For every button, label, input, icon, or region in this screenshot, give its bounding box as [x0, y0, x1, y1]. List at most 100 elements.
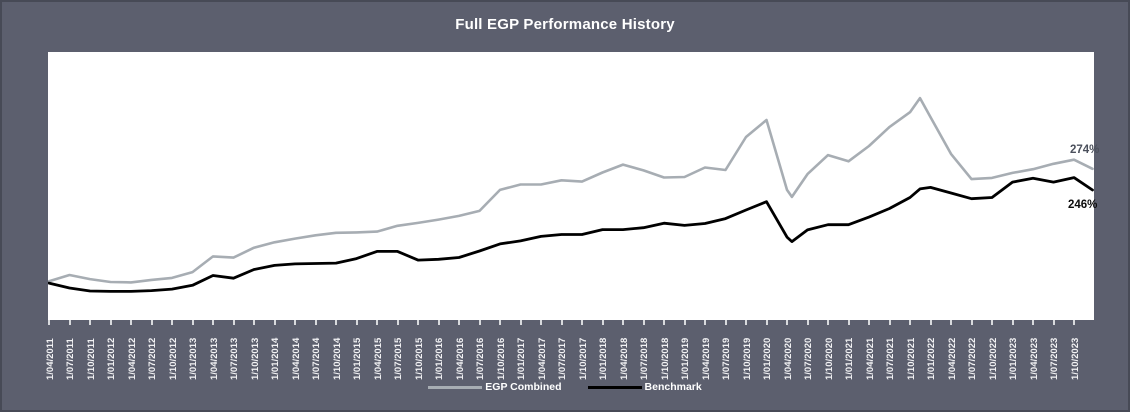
x-tick — [478, 320, 481, 325]
benchmark-line — [48, 176, 1094, 293]
x-tick-label: 1/04/2015 — [372, 337, 384, 380]
x-tick — [540, 320, 542, 325]
x-tick — [704, 320, 706, 325]
x-tick-label: 1/10/2023 — [1069, 337, 1081, 380]
x-tick — [458, 320, 460, 325]
x-tick-label: 1/01/2018 — [598, 337, 609, 380]
x-tick-label: 1/01/2017 — [516, 337, 527, 380]
x-tick — [335, 320, 337, 325]
x-tick — [806, 320, 809, 325]
x-tick-label: 1/01/2021 — [844, 337, 855, 380]
x-tick — [560, 320, 563, 325]
x-tick-label: 1/10/2018 — [659, 337, 671, 380]
x-tick-label: 1/10/2021 — [905, 337, 917, 380]
x-tick-label: 1/07/2017 — [557, 337, 568, 380]
x-tick-label: 1/07/2019 — [721, 337, 732, 380]
x-tick — [1073, 320, 1075, 325]
x-tick — [724, 320, 727, 325]
x-tick-label: 1/10/2012 — [167, 337, 179, 380]
x-tick — [68, 320, 71, 325]
x-tick-label: 1/07/2016 — [475, 337, 486, 380]
x-tick — [171, 320, 173, 325]
x-tick — [991, 320, 993, 325]
x-tick-label: 1/10/2019 — [741, 337, 753, 380]
x-tick-label: 1/07/2022 — [967, 337, 978, 380]
benchmark-swatch — [587, 385, 642, 389]
x-tick — [909, 320, 911, 325]
x-tick-label: 1/10/2013 — [249, 337, 261, 380]
x-tick-label: 1/07/2013 — [229, 337, 240, 380]
x-tick-label: 1/07/2011 — [65, 338, 76, 380]
x-tick-label: 1/04/2019 — [700, 337, 712, 380]
x-tick — [499, 320, 501, 325]
x-tick-label: 1/04/2013 — [208, 337, 220, 380]
x-tick-label: 1/10/2022 — [987, 337, 999, 380]
legend-label-egp-combined: EGP Combined — [485, 381, 562, 393]
x-tick-label: 1/04/2023 — [1028, 337, 1040, 380]
legend-label-benchmark: Benchmark — [644, 381, 702, 393]
x-tick-label: 1/10/2017 — [577, 337, 589, 380]
x-tick-label: 1/04/2014 — [290, 337, 302, 380]
x-tick — [396, 320, 399, 325]
x-tick-label: 1/07/2014 — [311, 337, 322, 380]
egp-combined-end-label: 274% — [1070, 144, 1100, 156]
x-tick-label: 1/07/2020 — [803, 337, 814, 380]
x-tick-label: 1/04/2021 — [864, 337, 876, 380]
x-tick — [827, 320, 829, 325]
x-tick-label: 1/01/2012 — [106, 337, 117, 380]
x-tick-label: 1/10/2016 — [495, 337, 507, 380]
x-tick-label: 1/07/2015 — [393, 337, 404, 380]
x-tick — [109, 320, 112, 325]
x-tick — [191, 320, 194, 325]
x-tick-label: 1/07/2021 — [885, 337, 896, 380]
x-tick-label: 1/04/2011 — [44, 338, 56, 380]
x-tick — [929, 320, 932, 325]
x-tick — [888, 320, 891, 325]
x-tick — [253, 320, 255, 325]
x-tick-label: 1/04/2022 — [946, 337, 958, 380]
x-tick-label: 1/10/2011 — [85, 338, 97, 380]
chart-title: Full EGP Performance History — [455, 16, 675, 33]
egp-combined-swatch — [428, 385, 483, 389]
x-tick — [150, 320, 153, 325]
x-tick — [622, 320, 624, 325]
legend: EGP Combined Benchmark — [2, 381, 1128, 393]
x-tick-label: 1/07/2023 — [1049, 337, 1060, 380]
x-tick — [212, 320, 214, 325]
x-tick — [601, 320, 604, 325]
x-tick — [642, 320, 645, 325]
x-tick-label: 1/01/2016 — [434, 337, 445, 380]
x-tick-label: 1/01/2023 — [1008, 337, 1019, 380]
x-tick-label: 1/04/2016 — [454, 337, 466, 380]
series-svg — [48, 96, 1094, 293]
x-tick-label: 1/10/2020 — [823, 337, 835, 380]
x-tick-label: 1/01/2015 — [352, 337, 363, 380]
x-tick — [519, 320, 522, 325]
x-tick — [765, 320, 768, 325]
x-tick — [1032, 320, 1034, 325]
x-tick-label: 1/01/2019 — [680, 337, 691, 380]
x-tick — [355, 320, 358, 325]
x-tick — [786, 320, 788, 325]
x-tick — [868, 320, 870, 325]
x-tick — [437, 320, 440, 325]
x-tick — [417, 320, 419, 325]
x-tick-label: 1/10/2015 — [413, 337, 425, 380]
x-tick — [89, 320, 91, 325]
x-tick — [683, 320, 686, 325]
x-tick-label: 1/10/2014 — [331, 337, 343, 380]
x-tick — [130, 320, 132, 325]
x-tick — [950, 320, 952, 325]
x-tick — [232, 320, 235, 325]
benchmark-end-label: 246% — [1068, 199, 1098, 211]
x-tick-label: 1/04/2012 — [126, 337, 138, 380]
x-tick — [294, 320, 296, 325]
legend-item-benchmark: Benchmark — [587, 381, 702, 393]
x-tick — [663, 320, 665, 325]
x-tick-label: 1/07/2018 — [639, 337, 650, 380]
egp-combined-line — [48, 96, 1094, 284]
legend-item-egp-combined: EGP Combined — [428, 381, 562, 393]
x-tick-label: 1/01/2022 — [926, 337, 937, 380]
x-tick-label: 1/07/2012 — [147, 337, 158, 380]
